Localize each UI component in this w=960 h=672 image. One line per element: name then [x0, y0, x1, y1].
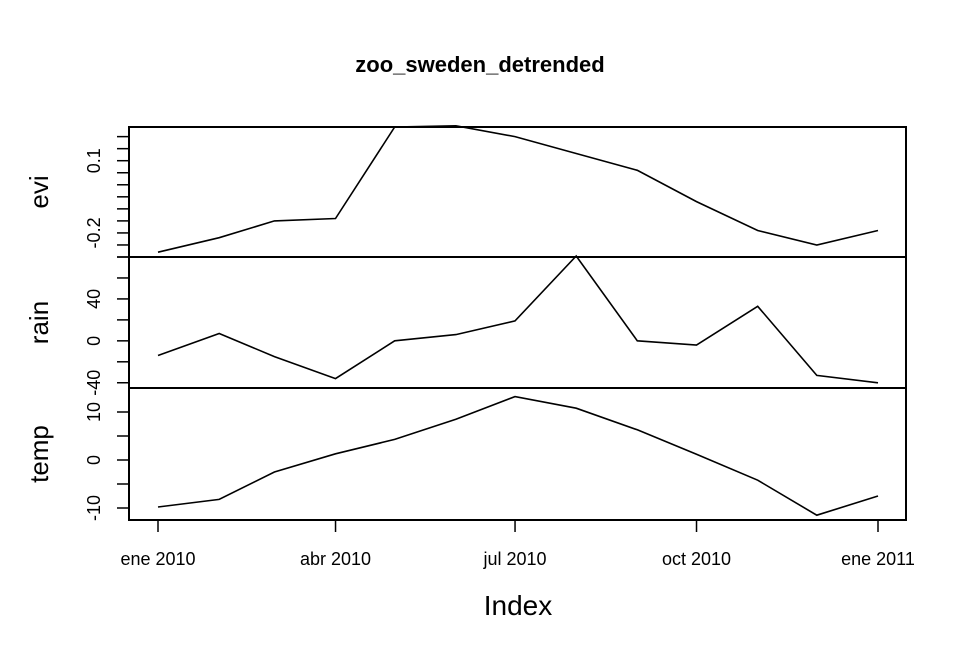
x-tick-label: oct 2010: [662, 549, 731, 569]
panel-label-temp: temp: [24, 425, 54, 483]
panel-temp: -10 0 10 temp: [24, 387, 907, 521]
x-axis-label: Index: [484, 590, 553, 621]
y-tick-label-rain: 40: [84, 289, 104, 309]
panels: -0.2 0.1 evi -40 0 40 rain -10 0 10 temp: [24, 124, 907, 521]
panel-rain: -40 0 40 rain: [24, 254, 907, 396]
panel-frame-rain: [128, 256, 907, 389]
x-tick-label: ene 2010: [120, 549, 195, 569]
series-line-temp: [157, 395, 879, 517]
y-tick-label-temp: 0: [84, 455, 104, 465]
panel-evi: -0.2 0.1 evi: [24, 124, 907, 258]
y-tick-label-evi: 0.1: [84, 148, 104, 173]
x-tick-label: ene 2011: [841, 549, 915, 569]
y-tick-label-rain: -40: [84, 370, 104, 396]
y-tick-label-rain: 0: [84, 336, 104, 346]
panel-label-evi: evi: [24, 175, 54, 208]
y-tick-label-temp: -10: [84, 495, 104, 521]
x-axis: ene 2010 abr 2010 jul 2010 oct 2010 ene 2011: [120, 519, 915, 569]
x-tick-label: jul 2010: [483, 549, 547, 569]
panel-label-rain: rain: [24, 301, 54, 344]
x-tick-label: abr 2010: [300, 549, 371, 569]
y-tick-label-temp: 10: [84, 402, 104, 422]
series-line-evi: [157, 124, 879, 253]
y-tick-label-evi: -0.2: [84, 217, 104, 248]
panel-frame-temp: [128, 387, 907, 521]
series-line-rain: [157, 254, 879, 384]
chart-title: zoo_sweden_detrended: [355, 52, 604, 77]
